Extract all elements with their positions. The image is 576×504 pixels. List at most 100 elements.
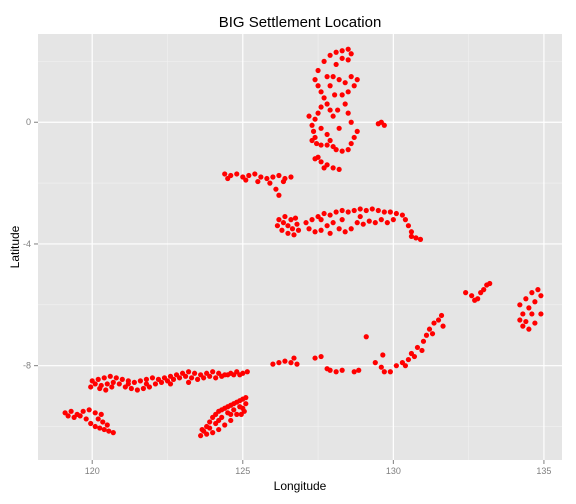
data-point xyxy=(282,213,288,220)
data-point xyxy=(357,206,363,212)
data-point xyxy=(199,426,205,433)
data-point xyxy=(273,186,279,192)
data-point xyxy=(185,369,192,375)
data-point xyxy=(312,77,318,83)
data-point xyxy=(294,361,300,367)
data-point xyxy=(333,49,339,55)
data-point xyxy=(110,430,116,436)
data-point xyxy=(88,420,94,427)
y-tick-label: -4 xyxy=(23,239,31,249)
data-point xyxy=(318,89,324,95)
data-point xyxy=(182,373,189,379)
data-point xyxy=(244,369,250,375)
data-point xyxy=(402,363,409,369)
data-point xyxy=(538,311,544,317)
data-point xyxy=(116,381,122,387)
data-point xyxy=(270,361,276,367)
data-point xyxy=(207,373,213,379)
data-point xyxy=(88,384,94,390)
data-point xyxy=(529,290,535,296)
data-point xyxy=(535,287,541,293)
data-point xyxy=(291,355,297,361)
data-point xyxy=(529,311,535,317)
data-point xyxy=(241,408,247,414)
data-point xyxy=(237,372,243,378)
data-point xyxy=(372,220,378,226)
data-point xyxy=(318,227,324,233)
data-point xyxy=(294,221,300,227)
data-point xyxy=(231,372,237,378)
data-point xyxy=(149,375,156,381)
data-point xyxy=(310,128,317,134)
data-point xyxy=(68,408,74,414)
data-point xyxy=(167,381,174,387)
data-point xyxy=(274,223,281,229)
data-point xyxy=(100,419,106,425)
data-point xyxy=(327,83,333,89)
data-point xyxy=(348,119,354,125)
data-point xyxy=(280,220,287,226)
data-point xyxy=(276,217,282,223)
data-point xyxy=(339,55,345,61)
data-point xyxy=(92,410,98,416)
data-point xyxy=(348,51,354,57)
data-point xyxy=(137,378,143,384)
data-point xyxy=(327,107,333,113)
data-point xyxy=(321,58,327,64)
data-point xyxy=(289,226,296,232)
data-point xyxy=(315,110,321,116)
data-point xyxy=(417,236,424,242)
data-point xyxy=(335,107,341,113)
data-point xyxy=(207,425,213,431)
data-point xyxy=(360,221,366,227)
data-point xyxy=(330,113,336,119)
data-point xyxy=(363,207,369,214)
data-point xyxy=(315,83,321,89)
x-tick-label: 135 xyxy=(536,466,551,476)
data-point xyxy=(288,360,294,366)
data-point xyxy=(309,217,315,223)
minor-gridlines xyxy=(38,34,562,460)
data-point xyxy=(140,385,147,392)
data-point xyxy=(438,312,445,319)
data-point xyxy=(231,407,237,413)
data-point xyxy=(354,220,360,226)
data-point xyxy=(387,369,393,375)
x-tick-label: 120 xyxy=(85,466,100,476)
data-point xyxy=(176,375,183,381)
major-gridlines xyxy=(38,34,562,460)
data-point xyxy=(185,379,192,386)
data-point xyxy=(469,293,475,299)
data-point xyxy=(104,381,110,387)
data-point xyxy=(234,171,240,177)
data-point xyxy=(92,381,98,387)
data-point xyxy=(393,210,399,217)
data-point xyxy=(429,331,436,337)
data-point xyxy=(243,177,249,183)
data-point xyxy=(351,83,357,89)
y-axis-label: Latitude xyxy=(8,225,22,268)
data-point xyxy=(318,353,324,360)
x-tick-label: 130 xyxy=(386,466,401,476)
data-point xyxy=(375,207,381,214)
data-point xyxy=(213,375,219,381)
data-point xyxy=(332,92,338,98)
data-point xyxy=(411,353,418,360)
data-point xyxy=(363,334,369,340)
data-point xyxy=(285,230,291,236)
data-point xyxy=(86,407,92,413)
data-point xyxy=(351,369,357,375)
data-point xyxy=(324,74,330,80)
data-point xyxy=(288,217,294,223)
data-point xyxy=(315,67,321,74)
data-point xyxy=(95,416,101,422)
chart-title: BIG Settlement Location xyxy=(219,14,382,31)
data-point xyxy=(348,226,354,232)
data-point xyxy=(306,226,312,232)
data-point xyxy=(276,360,282,366)
data-point xyxy=(313,140,320,147)
data-point xyxy=(288,174,294,180)
data-point xyxy=(538,293,544,299)
data-point xyxy=(324,131,330,138)
y-tick-label: 0 xyxy=(26,117,31,127)
